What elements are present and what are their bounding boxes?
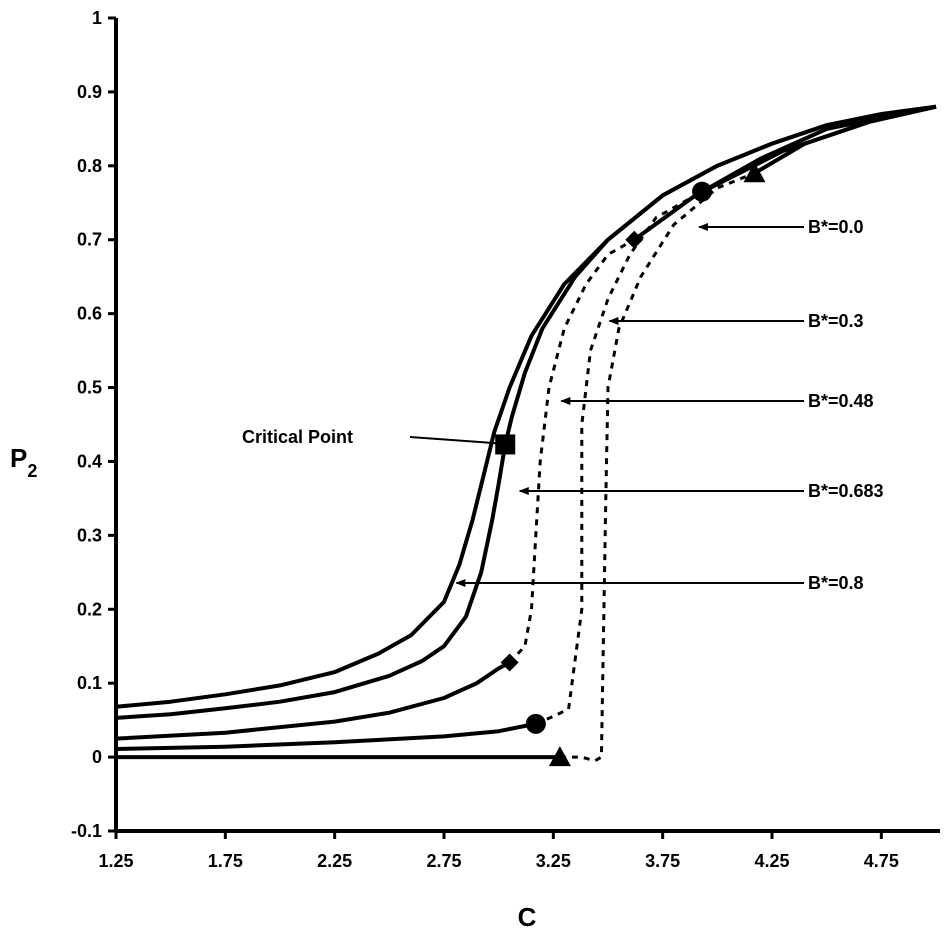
- y-axis-title: P2: [10, 443, 37, 481]
- y-tick-label: 0.6: [77, 304, 102, 324]
- series-b-0-3-upper-branch: [701, 104, 937, 194]
- y-tick-label: 0.2: [77, 599, 102, 619]
- annotation-critical-point-arrow: [409, 436, 515, 448]
- x-tick-label: 3.75: [645, 851, 680, 871]
- series-b-0-48-unstable-branch: [508, 238, 635, 664]
- y-axis-title-main: P: [10, 443, 27, 473]
- y-tick-label: 0.7: [77, 230, 102, 250]
- annotation-b-0-3-label: B*=0.3: [808, 311, 864, 331]
- y-tick-label: 0.8: [77, 156, 102, 176]
- x-tick-label: 1.75: [208, 851, 243, 871]
- series-b-0-3-unstable-branch: [535, 190, 703, 726]
- annotation-b-0-683-label: B*=0.683: [808, 481, 884, 501]
- y-tick-label: 0.1: [77, 673, 102, 693]
- y-axis-title-subscript: 2: [27, 461, 37, 481]
- series-b-0-0-marker: [743, 162, 766, 183]
- marker-layer: [495, 162, 766, 767]
- y-tick-label: 0: [92, 747, 102, 767]
- annotation-b-0-48-label: B*=0.48: [808, 391, 874, 411]
- x-tick-label: 2.75: [426, 851, 461, 871]
- y-tick-label: 1: [92, 8, 102, 28]
- series-b-0-8-line: [115, 104, 937, 709]
- annotation-layer: B*=0.0 B*=0.3 B*=0.48 B*=0.683 B*=0.8 Critica…: [242, 217, 884, 593]
- x-axis-title: C: [518, 902, 537, 932]
- series-b-0-3-marker: [692, 181, 713, 202]
- annotation-b-0-0-label: B*=0.0: [808, 217, 864, 237]
- y-tick-label: 0.5: [77, 378, 102, 398]
- annotation-critical-point-label: Critical Point: [242, 427, 353, 447]
- x-tick-label: 2.25: [317, 851, 352, 871]
- series-b-0-48-stable-branch: [115, 660, 511, 741]
- annotation-b-0-8-label: B*=0.8: [808, 573, 864, 593]
- series-b-0-48-marker: [500, 653, 519, 672]
- series-b-0-3-stable-branch: [115, 721, 537, 751]
- y-tick-label: 0.4: [77, 451, 102, 471]
- x-tick-label: 4.75: [864, 851, 899, 871]
- series-b-0-0-unstable-branch: [559, 171, 756, 763]
- x-tick-label: 1.25: [98, 851, 133, 871]
- series-layer: [115, 104, 937, 763]
- series-b-0-0-marker: [548, 746, 571, 767]
- axes: -0.1 0 0.1 0.2 0.3 0.4 0.5 0.6 0.7 0.8 0.9 1 1.25 1.7…: [71, 8, 940, 871]
- series-b-0-48-upper-branch: [633, 104, 937, 242]
- y-tick-label: 0.9: [77, 82, 102, 102]
- y-tick-label: -0.1: [71, 821, 102, 841]
- series-b-0-3-marker: [525, 713, 546, 734]
- x-tick-label: 4.25: [754, 851, 789, 871]
- series-b-0-683-line: [115, 104, 937, 720]
- y-tick-label: 0.3: [77, 525, 102, 545]
- x-tick-label: 3.25: [536, 851, 571, 871]
- series-b-0-48-marker: [625, 230, 644, 249]
